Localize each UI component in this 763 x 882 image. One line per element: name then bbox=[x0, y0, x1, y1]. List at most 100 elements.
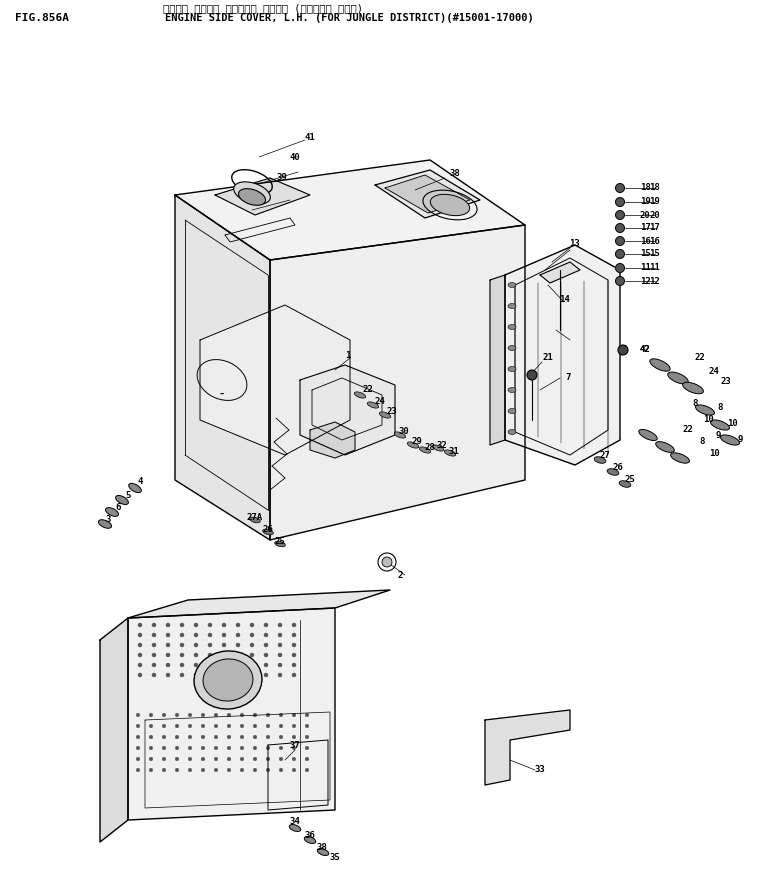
Circle shape bbox=[201, 714, 204, 717]
Circle shape bbox=[264, 643, 268, 647]
Circle shape bbox=[175, 768, 179, 772]
Ellipse shape bbox=[304, 836, 316, 843]
Ellipse shape bbox=[655, 442, 674, 452]
Circle shape bbox=[278, 673, 282, 677]
Text: 10: 10 bbox=[726, 420, 737, 429]
Circle shape bbox=[152, 673, 156, 677]
Circle shape bbox=[616, 223, 624, 233]
Circle shape bbox=[188, 724, 192, 728]
Circle shape bbox=[222, 623, 226, 627]
Circle shape bbox=[201, 768, 204, 772]
Circle shape bbox=[152, 663, 156, 667]
Polygon shape bbox=[375, 170, 480, 218]
Circle shape bbox=[616, 198, 624, 206]
Circle shape bbox=[214, 736, 217, 739]
Text: 23: 23 bbox=[720, 377, 732, 386]
Text: 15: 15 bbox=[640, 250, 651, 258]
Text: 1: 1 bbox=[346, 352, 351, 361]
Text: 6: 6 bbox=[115, 504, 121, 512]
Circle shape bbox=[163, 746, 166, 750]
Circle shape bbox=[150, 768, 153, 772]
Circle shape bbox=[279, 724, 283, 728]
Text: 19: 19 bbox=[649, 198, 660, 206]
Circle shape bbox=[163, 724, 166, 728]
Circle shape bbox=[278, 623, 282, 627]
Circle shape bbox=[279, 736, 283, 739]
Text: 18: 18 bbox=[640, 183, 651, 192]
Circle shape bbox=[305, 746, 309, 750]
Text: 13: 13 bbox=[570, 240, 581, 249]
Circle shape bbox=[201, 724, 204, 728]
Circle shape bbox=[266, 714, 270, 717]
Circle shape bbox=[188, 714, 192, 717]
Text: 9: 9 bbox=[716, 431, 721, 440]
Circle shape bbox=[236, 673, 240, 677]
Circle shape bbox=[180, 673, 184, 677]
Circle shape bbox=[194, 673, 198, 677]
Ellipse shape bbox=[420, 447, 430, 453]
Circle shape bbox=[137, 746, 140, 750]
Text: 14: 14 bbox=[559, 295, 571, 304]
Circle shape bbox=[292, 758, 296, 761]
Circle shape bbox=[236, 623, 240, 627]
Circle shape bbox=[236, 643, 240, 647]
Circle shape bbox=[152, 633, 156, 637]
Circle shape bbox=[266, 768, 270, 772]
Ellipse shape bbox=[116, 496, 128, 505]
Circle shape bbox=[616, 250, 624, 258]
Text: FIG.856A: FIG.856A bbox=[15, 13, 69, 23]
Text: 31: 31 bbox=[449, 446, 459, 455]
Circle shape bbox=[152, 623, 156, 627]
Circle shape bbox=[188, 758, 192, 761]
Circle shape bbox=[616, 211, 624, 220]
Circle shape bbox=[264, 623, 268, 627]
Circle shape bbox=[138, 633, 142, 637]
Circle shape bbox=[279, 758, 283, 761]
Circle shape bbox=[201, 746, 204, 750]
Circle shape bbox=[227, 714, 230, 717]
Circle shape bbox=[138, 623, 142, 627]
Circle shape bbox=[292, 673, 296, 677]
Text: 5: 5 bbox=[125, 491, 130, 500]
Circle shape bbox=[240, 714, 244, 717]
Circle shape bbox=[292, 633, 296, 637]
Ellipse shape bbox=[508, 430, 516, 435]
Text: 29: 29 bbox=[411, 437, 423, 446]
Ellipse shape bbox=[233, 182, 270, 204]
Text: 33: 33 bbox=[535, 766, 546, 774]
Ellipse shape bbox=[275, 542, 285, 547]
Text: 25: 25 bbox=[625, 475, 636, 484]
Circle shape bbox=[222, 673, 226, 677]
Text: エンジン サイトゞ カハゞー、 ヒタゞリ (ジャングル ショウ): エンジン サイトゞ カハゞー、 ヒタゞリ (ジャングル ショウ) bbox=[163, 3, 363, 13]
Circle shape bbox=[137, 736, 140, 739]
Circle shape bbox=[227, 746, 230, 750]
Circle shape bbox=[137, 714, 140, 717]
Circle shape bbox=[166, 633, 170, 637]
Circle shape bbox=[166, 623, 170, 627]
Circle shape bbox=[137, 758, 140, 761]
Circle shape bbox=[180, 643, 184, 647]
Text: 30: 30 bbox=[398, 428, 410, 437]
Circle shape bbox=[214, 724, 217, 728]
Circle shape bbox=[166, 663, 170, 667]
Text: 39: 39 bbox=[277, 174, 288, 183]
Circle shape bbox=[266, 746, 270, 750]
Text: 18: 18 bbox=[649, 183, 660, 192]
Circle shape bbox=[175, 714, 179, 717]
Text: 35: 35 bbox=[330, 854, 340, 863]
Circle shape bbox=[214, 768, 217, 772]
Circle shape bbox=[152, 653, 156, 657]
Ellipse shape bbox=[594, 457, 606, 463]
Ellipse shape bbox=[203, 659, 253, 701]
Text: 16: 16 bbox=[640, 236, 651, 245]
Ellipse shape bbox=[508, 408, 516, 414]
Text: 7: 7 bbox=[565, 373, 571, 383]
Circle shape bbox=[227, 736, 230, 739]
Circle shape bbox=[278, 653, 282, 657]
Circle shape bbox=[618, 345, 628, 355]
Circle shape bbox=[194, 623, 198, 627]
Circle shape bbox=[279, 746, 283, 750]
Text: 24: 24 bbox=[709, 368, 720, 377]
Polygon shape bbox=[490, 275, 505, 445]
Circle shape bbox=[175, 736, 179, 739]
